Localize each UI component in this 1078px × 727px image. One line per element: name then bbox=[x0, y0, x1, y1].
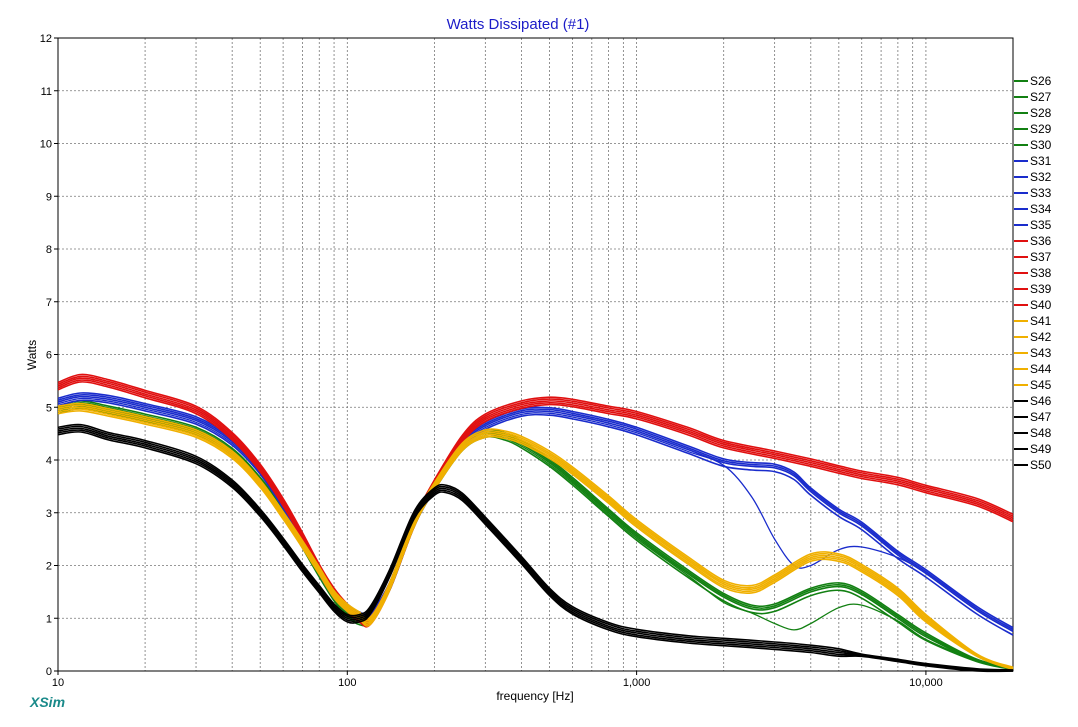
legend-label-S30: S30 bbox=[1030, 138, 1052, 152]
x-axis-label: frequency [Hz] bbox=[496, 689, 573, 703]
legend-label-S29: S29 bbox=[1030, 122, 1052, 136]
series-line-S45 bbox=[57, 402, 1014, 669]
legend-label-S41: S41 bbox=[1030, 314, 1052, 328]
y-tick-label: 0 bbox=[46, 666, 52, 678]
legend-label-S32: S32 bbox=[1030, 170, 1052, 184]
legend: S26 S27 S28 S29 S30 S31 S32 S33 S34 S35 S36 S37 S38 S… bbox=[1014, 74, 1052, 472]
y-tick-label: 6 bbox=[46, 350, 52, 362]
series-line-S35 bbox=[57, 392, 1014, 629]
y-tick-label: 11 bbox=[41, 86, 52, 98]
legend-label-S33: S33 bbox=[1030, 186, 1052, 200]
y-tick-label: 3 bbox=[46, 508, 52, 520]
y-tick-label: 9 bbox=[46, 191, 52, 203]
series-line-S40 bbox=[57, 373, 1014, 621]
x-tick-label: 10 bbox=[52, 677, 64, 689]
series-line-S42 bbox=[57, 408, 1014, 670]
legend-label-S35: S35 bbox=[1030, 218, 1052, 232]
series-lines bbox=[57, 373, 1014, 673]
series-line-S48 bbox=[57, 427, 1014, 672]
legend-label-S36: S36 bbox=[1030, 234, 1052, 248]
series-line-S49 bbox=[57, 425, 1014, 672]
y-tick-label: 5 bbox=[46, 402, 52, 414]
chart-title: Watts Dissipated (#1) bbox=[447, 16, 590, 33]
legend-label-S31: S31 bbox=[1030, 154, 1052, 168]
series-line-S30 bbox=[57, 400, 1014, 669]
legend-label-S40: S40 bbox=[1030, 298, 1052, 312]
x-axis-ticks: 10 100 1,000 10,000 bbox=[52, 671, 943, 689]
series-line-S50 bbox=[57, 423, 1014, 671]
legend-label-S39: S39 bbox=[1030, 282, 1052, 296]
legend-label-S47: S47 bbox=[1030, 410, 1052, 424]
series-line-S44 bbox=[57, 404, 1014, 669]
y-tick-label: 1 bbox=[46, 613, 52, 625]
y-tick-label: 10 bbox=[40, 139, 52, 151]
y-tick-label: 8 bbox=[46, 244, 52, 256]
series-line-S47 bbox=[57, 429, 1014, 672]
legend-label-S44: S44 bbox=[1030, 362, 1052, 376]
grid-lines bbox=[58, 38, 1013, 671]
series-line-S46 bbox=[57, 431, 1014, 673]
xsim-logo: XSim bbox=[30, 694, 66, 710]
y-tick-label: 4 bbox=[46, 455, 52, 467]
legend-label-S48: S48 bbox=[1030, 426, 1052, 440]
series-line-S41 bbox=[57, 410, 1014, 671]
y-tick-label: 2 bbox=[46, 561, 52, 573]
legend-label-S26: S26 bbox=[1030, 74, 1052, 88]
legend-label-S38: S38 bbox=[1030, 266, 1052, 280]
x-tick-label: 100 bbox=[338, 677, 356, 689]
legend-label-S34: S34 bbox=[1030, 202, 1052, 216]
legend-label-S27: S27 bbox=[1030, 90, 1052, 104]
legend-label-S42: S42 bbox=[1030, 330, 1052, 344]
legend-label-S45: S45 bbox=[1030, 378, 1052, 392]
series-line-S39 bbox=[57, 375, 1014, 622]
legend-label-S43: S43 bbox=[1030, 346, 1052, 360]
legend-label-S50: S50 bbox=[1030, 458, 1052, 472]
legend-label-S46: S46 bbox=[1030, 394, 1052, 408]
legend-label-S28: S28 bbox=[1030, 106, 1052, 120]
x-tick-label: 1,000 bbox=[623, 677, 651, 689]
y-tick-label: 12 bbox=[40, 33, 52, 45]
series-line-S43 bbox=[57, 406, 1014, 670]
y-tick-label: 7 bbox=[46, 297, 52, 309]
legend-label-S37: S37 bbox=[1030, 250, 1052, 264]
x-tick-label: 10,000 bbox=[909, 677, 943, 689]
y-axis-label: Watts bbox=[25, 340, 39, 370]
legend-label-S49: S49 bbox=[1030, 442, 1052, 456]
